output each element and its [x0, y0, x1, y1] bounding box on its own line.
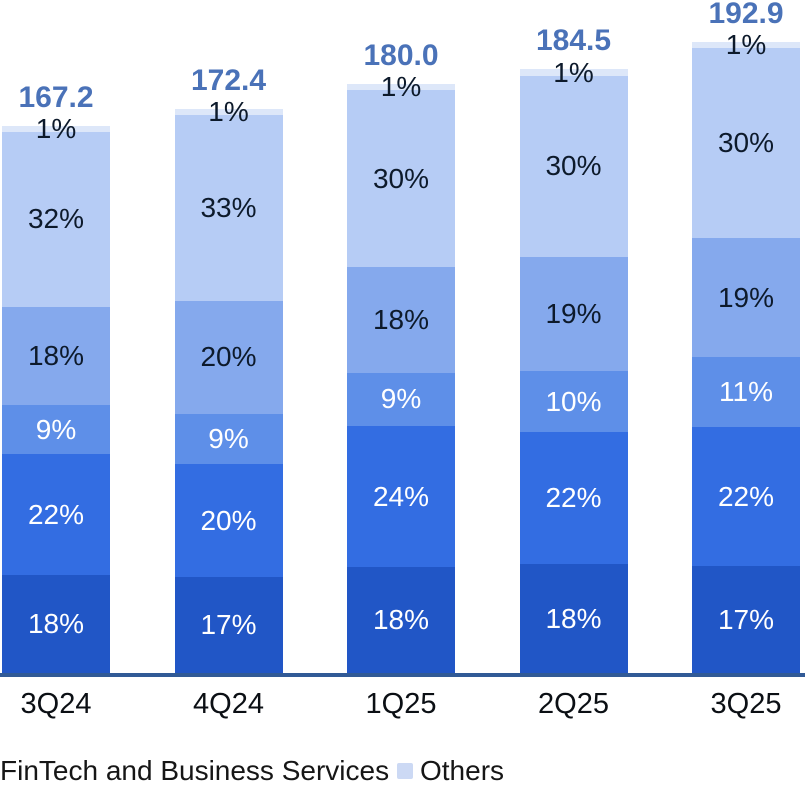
segment-value-label: 9%	[208, 423, 249, 455]
segment-value-label: 1%	[35, 113, 77, 145]
legend-label-others: Others	[420, 755, 505, 786]
bar-segment: 17%	[692, 565, 800, 673]
bar-4Q24: 1% 33% 20% 9% 20% 17%	[174, 97, 283, 673]
bar-segment: 33%	[174, 114, 283, 301]
bar-segment: 9%	[347, 372, 455, 426]
x-axis-line	[0, 673, 805, 677]
segment-value-label: 20%	[200, 505, 257, 536]
total-label: 172.4	[190, 64, 267, 98]
bar-segment: 18%	[519, 564, 628, 673]
bar-segment: 20%	[174, 300, 283, 414]
segment-value-label: 33%	[200, 192, 257, 224]
bar-segment: 1%	[2, 114, 110, 144]
segment-value-label: 18%	[372, 303, 430, 335]
segment-value-label: 10%	[545, 385, 602, 417]
bar-segment: 18%	[347, 566, 455, 673]
bar-1Q25: 1% 30% 18% 9% 24% 18%	[347, 72, 455, 673]
segment-value-label: 17%	[200, 609, 257, 641]
bar-segment: 20%	[174, 464, 283, 578]
bar-2Q25: 1% 30% 19% 10% 22% 18%	[519, 57, 628, 673]
segment-value-label: 30%	[717, 127, 775, 159]
segment-value-label: 11%	[719, 376, 773, 408]
segment-value-label: 18%	[545, 602, 602, 634]
bar-segment: 18%	[2, 574, 110, 673]
segment-value-label: 18%	[372, 604, 430, 636]
others-legend-swatch-icon	[397, 763, 413, 779]
bar-segment: 22%	[519, 431, 628, 565]
segment-value-label: 30%	[372, 162, 430, 194]
segment-value-label: 19%	[545, 298, 602, 330]
segment-value-label: 32%	[27, 203, 85, 235]
x-axis-label-3Q24: 3Q24	[20, 688, 92, 720]
bar-segment: 1%	[692, 30, 800, 60]
bar-segment: 19%	[692, 237, 800, 358]
total-label: 180.0	[363, 39, 439, 73]
segment-value-label: 1%	[208, 96, 249, 128]
bar-3Q25: 1% 30% 19% 11% 22% 17%	[692, 30, 800, 673]
segment-value-label: 30%	[545, 150, 602, 182]
bar-3Q24: 1% 32% 18% 9% 22% 18%	[2, 114, 110, 673]
segment-value-label: 9%	[35, 413, 77, 445]
total-label: 167.2	[18, 81, 94, 115]
segment-value-label: 9%	[380, 383, 422, 415]
total-label: 184.5	[535, 24, 612, 58]
bar-segment: 9%	[174, 413, 283, 465]
segment-value-label: 1%	[380, 71, 422, 103]
segment-value-label: 20%	[200, 341, 257, 373]
legend-label-fintech: FinTech and Business Services	[0, 755, 390, 786]
bar-segment: 22%	[2, 454, 110, 575]
segment-value-label: 1%	[553, 56, 594, 88]
bar-segment: 30%	[347, 90, 455, 267]
bar-segment: 1%	[519, 57, 628, 87]
bar-segment: 32%	[2, 131, 110, 307]
x-axis-label-3Q25: 3Q25	[710, 688, 782, 720]
bar-segment: 1%	[174, 97, 283, 127]
bar-segment: 24%	[347, 425, 455, 567]
x-axis-label-2Q25: 2Q25	[538, 688, 609, 720]
x-axis-label-4Q24: 4Q24	[193, 688, 264, 720]
bar-segment: 18%	[2, 306, 110, 405]
legend-item-others: Others	[397, 757, 504, 785]
bar-segment: 17%	[174, 577, 283, 673]
bar-segment: 11%	[692, 357, 800, 427]
bar-segment: 10%	[519, 371, 628, 432]
segment-value-label: 1%	[725, 29, 767, 61]
segment-value-label: 24%	[372, 480, 430, 512]
bar-segment: 18%	[347, 266, 455, 373]
bar-segment: 30%	[692, 48, 800, 238]
legend-item-fintech: FinTech and Business Services	[0, 757, 389, 785]
bar-segment: 9%	[2, 404, 110, 455]
x-axis-label-1Q25: 1Q25	[365, 688, 437, 720]
bar-segment: 19%	[519, 256, 628, 372]
segment-value-label: 19%	[717, 281, 775, 313]
bar-segment: 1%	[347, 72, 455, 102]
total-label: 192.9	[708, 0, 784, 30]
segment-value-label: 17%	[717, 603, 775, 635]
bar-segment: 30%	[519, 75, 628, 257]
segment-value-label: 22%	[545, 482, 602, 514]
segment-value-label: 18%	[27, 608, 85, 640]
segment-value-label: 22%	[27, 498, 85, 530]
bar-segment: 22%	[692, 426, 800, 566]
segment-value-label: 18%	[27, 340, 85, 372]
segment-value-label: 22%	[717, 480, 775, 512]
